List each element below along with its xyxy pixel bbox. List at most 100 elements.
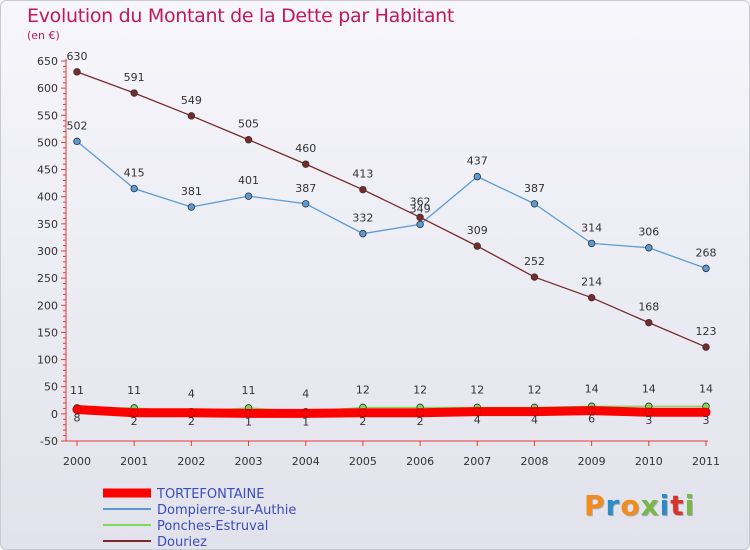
data-label: 4 bbox=[474, 414, 481, 427]
data-point bbox=[530, 273, 539, 281]
data-point bbox=[473, 242, 481, 250]
data-label: 2 bbox=[359, 415, 366, 428]
data-label: 268 bbox=[696, 246, 717, 259]
data-label: 252 bbox=[524, 255, 545, 268]
data-label: 362 bbox=[410, 195, 431, 208]
data-label: 12 bbox=[356, 383, 370, 396]
data-point bbox=[473, 172, 481, 181]
data-label: 349 bbox=[410, 202, 431, 215]
data-point bbox=[530, 407, 539, 417]
x-tick-label: 2009 bbox=[578, 455, 606, 468]
data-label: 387 bbox=[295, 182, 316, 195]
y-tick-label: -50 bbox=[40, 435, 58, 448]
data-point bbox=[702, 343, 710, 351]
data-label: 332 bbox=[352, 212, 373, 225]
data-point bbox=[187, 112, 196, 120]
y-tick-label: 500 bbox=[37, 136, 58, 149]
y-tick-label: 400 bbox=[37, 191, 58, 204]
data-point bbox=[129, 408, 139, 418]
data-label: 6 bbox=[588, 413, 595, 426]
data-point bbox=[701, 407, 711, 417]
data-point bbox=[645, 244, 653, 252]
data-point bbox=[130, 184, 138, 193]
y-tick-label: 350 bbox=[37, 218, 58, 231]
logo-letter: x bbox=[640, 489, 660, 522]
data-label: 12 bbox=[413, 383, 427, 396]
logo-letter: r bbox=[605, 489, 621, 522]
y-tick-label: 250 bbox=[37, 272, 58, 285]
data-point bbox=[415, 408, 425, 418]
data-point bbox=[587, 293, 596, 302]
logo-letter: i bbox=[684, 489, 696, 522]
data-label: 549 bbox=[181, 94, 202, 107]
series-line-dompierre-sur-authie bbox=[76, 140, 707, 270]
data-point bbox=[359, 229, 367, 238]
data-label: 14 bbox=[642, 382, 656, 395]
data-label: 12 bbox=[527, 383, 541, 396]
x-tick-label: 2000 bbox=[63, 455, 91, 468]
data-label: 3 bbox=[645, 414, 652, 427]
data-label: 309 bbox=[467, 224, 488, 237]
data-label: 401 bbox=[238, 174, 259, 187]
x-tick-label: 2010 bbox=[635, 455, 663, 468]
data-label: 505 bbox=[238, 118, 259, 131]
data-label: 12 bbox=[470, 383, 484, 396]
data-point bbox=[702, 264, 710, 273]
data-point bbox=[302, 160, 310, 168]
data-point bbox=[530, 200, 539, 208]
y-tick-label: 150 bbox=[37, 326, 58, 339]
logo-letter: P bbox=[584, 489, 606, 522]
data-label: 14 bbox=[699, 382, 713, 395]
data-label: 415 bbox=[124, 167, 145, 180]
series-line-tortefontaine bbox=[72, 405, 711, 418]
y-tick-label: 200 bbox=[37, 299, 58, 312]
y-tick-label: 650 bbox=[37, 55, 58, 68]
data-label: 4 bbox=[188, 388, 195, 401]
data-point bbox=[359, 185, 367, 194]
data-point bbox=[302, 200, 310, 208]
data-point bbox=[587, 239, 596, 248]
data-label: 630 bbox=[67, 50, 88, 63]
data-label: 4 bbox=[531, 414, 538, 427]
data-point bbox=[72, 405, 82, 414]
x-tick-label: 2008 bbox=[520, 455, 548, 468]
x-tick-label: 2005 bbox=[349, 455, 377, 468]
data-label: 11 bbox=[127, 384, 141, 397]
data-point bbox=[472, 407, 482, 417]
legend-label: Douriez bbox=[157, 535, 207, 550]
data-label: 381 bbox=[181, 185, 202, 198]
legend-label: TORTEFONTAINE bbox=[156, 487, 264, 502]
y-tick-label: 600 bbox=[37, 82, 58, 95]
x-tick-label: 2002 bbox=[177, 455, 205, 468]
y-tick-label: 0 bbox=[51, 408, 58, 421]
x-tick-label: 2003 bbox=[235, 455, 263, 468]
x-tick-label: 2001 bbox=[120, 455, 148, 468]
data-point bbox=[186, 408, 196, 418]
data-label: 2 bbox=[131, 415, 138, 428]
proxiti-logo: Proxiti bbox=[584, 489, 695, 522]
data-point bbox=[73, 137, 81, 146]
data-point bbox=[130, 89, 138, 97]
x-tick-label: 2004 bbox=[292, 455, 320, 468]
data-point bbox=[644, 407, 654, 417]
y-tick-label: 450 bbox=[37, 164, 58, 177]
data-label: 168 bbox=[638, 301, 659, 314]
chart-title: Evolution du Montant de la Dette par Hab… bbox=[27, 5, 455, 27]
data-label: 4 bbox=[302, 388, 309, 401]
data-point bbox=[416, 220, 424, 229]
data-label: 11 bbox=[70, 384, 84, 397]
data-label: 3 bbox=[703, 414, 710, 427]
data-label: 2 bbox=[417, 415, 424, 428]
data-point bbox=[645, 318, 653, 327]
y-tick-label: 300 bbox=[37, 245, 58, 258]
data-point bbox=[244, 136, 253, 144]
data-label: 502 bbox=[67, 119, 88, 132]
data-label: 11 bbox=[242, 384, 256, 397]
data-label: 591 bbox=[124, 71, 145, 84]
y-tick-label: 550 bbox=[37, 109, 58, 122]
legend-label: Dompierre-sur-Authie bbox=[157, 503, 296, 518]
y-tick-label: 50 bbox=[44, 381, 58, 394]
data-label: 437 bbox=[467, 155, 488, 168]
y-tick-label: 100 bbox=[37, 354, 58, 367]
